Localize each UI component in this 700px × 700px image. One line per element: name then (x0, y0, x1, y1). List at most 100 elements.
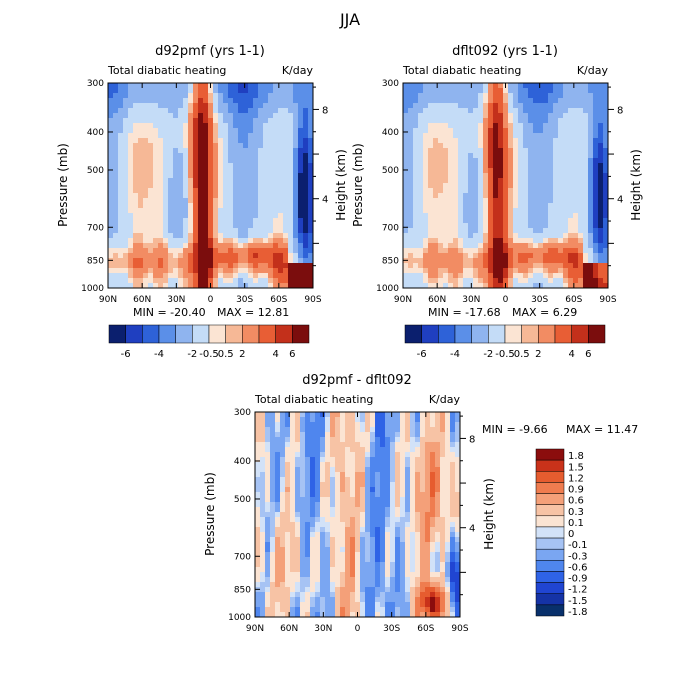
heatmap-cell (293, 128, 299, 134)
heatmap-cell (395, 517, 401, 523)
heatmap-cell (143, 238, 149, 244)
heatmap-cell (188, 133, 194, 139)
heatmap-cell (433, 113, 439, 119)
heatmap-cell (158, 163, 164, 169)
heatmap-cell (438, 243, 444, 249)
heatmap-cell (138, 118, 144, 124)
heatmap-cell (300, 552, 306, 558)
heatmap-cell (253, 113, 259, 119)
heatmap-cell (390, 432, 396, 438)
heatmap-cell (508, 278, 514, 284)
heatmap-cell (265, 462, 271, 468)
heatmap-cell (435, 427, 441, 433)
heatmap-cell (243, 83, 249, 89)
heatmap-cell (443, 218, 449, 224)
heatmap-cell (435, 567, 441, 573)
heatmap-cell (183, 158, 189, 164)
heatmap-cell (308, 128, 313, 134)
y-axis-label: Pressure (mb) (56, 143, 70, 227)
heatmap-cell (488, 263, 494, 269)
heatmap-cell (355, 442, 361, 448)
heatmap-cell (153, 198, 159, 204)
heatmap-cell (260, 497, 266, 503)
colorbar-swatch (404, 324, 422, 344)
heatmap-cell (133, 283, 139, 288)
heatmap-cell (440, 487, 446, 493)
heatmap-cell (418, 223, 424, 229)
heatmap-cell (123, 98, 129, 104)
heatmap-cell (423, 138, 429, 144)
heatmap-cell (468, 233, 474, 239)
heatmap-cell (303, 273, 309, 279)
heatmap-cell (455, 417, 460, 423)
heatmap-cell (380, 532, 386, 538)
heatmap-cell (588, 263, 594, 269)
heatmap-cell (295, 587, 301, 593)
heatmap-cell (413, 268, 419, 274)
heatmap-cell (263, 193, 269, 199)
heatmap-cell (248, 243, 254, 249)
heatmap-cell (178, 233, 184, 239)
heatmap-cell (268, 253, 274, 259)
heatmap-cell (138, 113, 144, 119)
heatmap-cell (340, 572, 346, 578)
heatmap-cell (440, 467, 446, 473)
heatmap-cell (270, 467, 276, 473)
heatmap-cell (295, 572, 301, 578)
heatmap-cell (458, 123, 464, 129)
heatmap-cell (278, 273, 284, 279)
heatmap-cell (438, 263, 444, 269)
heatmap-cell (350, 447, 356, 453)
heatmap-cell (478, 268, 484, 274)
heatmap-cell (258, 223, 264, 229)
height-tick-label: 8 (617, 105, 623, 116)
heatmap-cell (295, 457, 301, 463)
heatmap-cell (563, 193, 569, 199)
heatmap-cell (188, 178, 194, 184)
heatmap-cell (163, 163, 169, 169)
heatmap-cell (248, 268, 254, 274)
heatmap-cell (208, 113, 214, 119)
heatmap-cell (498, 143, 504, 149)
heatmap-cell (593, 253, 599, 259)
heatmap-cell (228, 193, 234, 199)
heatmap-cell (380, 572, 386, 578)
heatmap-cell (273, 118, 279, 124)
heatmap-cell (418, 158, 424, 164)
heatmap-cell (390, 577, 396, 583)
heatmap-cell (440, 512, 446, 518)
heatmap-cell (123, 253, 129, 259)
heatmap-cell (290, 452, 296, 458)
heatmap-cell (308, 163, 313, 169)
heatmap-cell (255, 482, 261, 488)
heatmap-cell (270, 562, 276, 568)
heatmap-cell (315, 487, 321, 493)
heatmap-cell (108, 128, 114, 134)
heatmap-cell (108, 178, 114, 184)
heatmap-cell (518, 98, 524, 104)
heatmap-cell (423, 268, 429, 274)
heatmap-cell (435, 492, 441, 498)
heatmap-cell (203, 128, 209, 134)
heatmap-cell (420, 477, 426, 483)
heatmap-cell (468, 153, 474, 159)
heatmap-cell (133, 193, 139, 199)
heatmap-cell (123, 148, 129, 154)
heatmap-cell (528, 208, 534, 214)
heatmap-cell (193, 133, 199, 139)
heatmap-cell (295, 577, 301, 583)
heatmap-cell (310, 472, 316, 478)
heatmap-cell (593, 268, 599, 274)
heatmap-cell (280, 412, 286, 418)
heatmap-cell (288, 148, 294, 154)
heatmap-cell (463, 108, 469, 114)
heatmap-cell (400, 502, 406, 508)
heatmap-cell (375, 567, 381, 573)
heatmap-cell (370, 577, 376, 583)
heatmap-cell (450, 497, 456, 503)
heatmap-cell (260, 437, 266, 443)
heatmap-cell (448, 198, 454, 204)
heatmap-cell (518, 233, 524, 239)
heatmap-cell (443, 188, 449, 194)
heatmap-cell (265, 417, 271, 423)
